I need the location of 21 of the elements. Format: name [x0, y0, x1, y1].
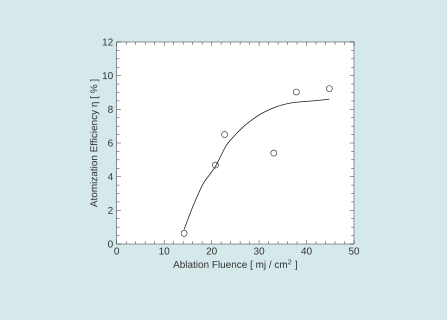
x-tick-label: 40: [301, 248, 312, 255]
y-axis-title: Atomization Efficiency η [ % ]: [90, 80, 100, 208]
y-tick-label: 10: [102, 72, 113, 80]
y-tick-label: 4: [108, 173, 113, 180]
x-tick-label: 30: [254, 248, 264, 255]
y-tick-label: 0: [108, 240, 113, 248]
point: [270, 150, 278, 156]
x-tick-label: 50: [348, 248, 360, 255]
y-tick-label: 8: [108, 106, 113, 113]
x-tick-label: 20: [206, 248, 217, 255]
x-axis-title: Ablation Fluence [ mj / cm$^{2}$ ]: [173, 259, 297, 270]
x-tick-label: 0: [114, 248, 120, 255]
point: [293, 88, 300, 96]
y-tick-label: 2: [108, 206, 113, 214]
y-tick-label: 12: [102, 38, 113, 46]
x-tick-label: 10: [159, 248, 170, 255]
point: [180, 230, 188, 237]
point: [326, 85, 333, 92]
point: [212, 162, 219, 168]
point: [221, 131, 228, 138]
y-tick-label: 6: [108, 139, 113, 147]
